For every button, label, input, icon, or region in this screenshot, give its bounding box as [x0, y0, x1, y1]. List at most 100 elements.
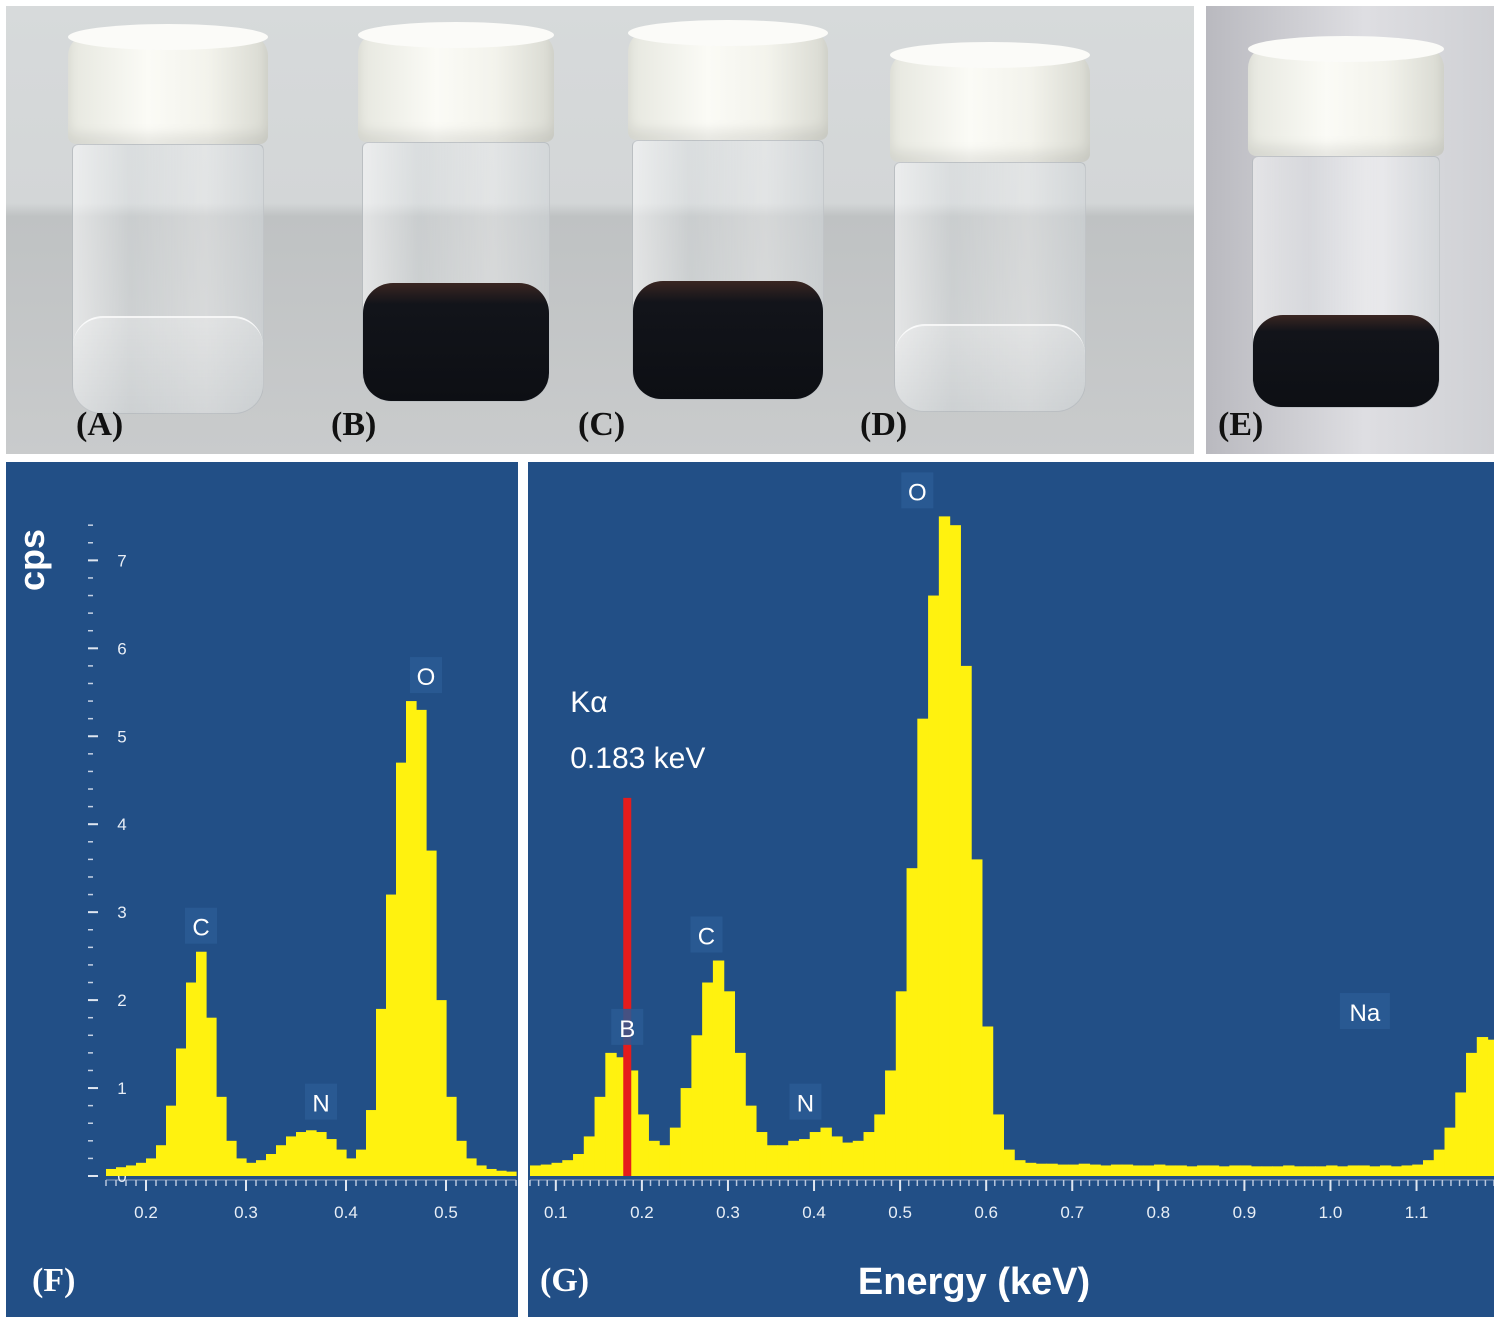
spectrum-bar: [1229, 1165, 1241, 1176]
x-tick-label: 0.8: [1147, 1203, 1171, 1222]
spectrum-bar: [1326, 1165, 1338, 1176]
spectrum-bar: [981, 1026, 994, 1176]
spectrum-bar: [316, 1132, 327, 1176]
spectrum-bar: [406, 701, 417, 1176]
spectrum-bar: [1466, 1052, 1478, 1176]
spectrum-bar: [863, 1132, 875, 1176]
spectrum-bar: [1369, 1166, 1381, 1176]
peak-label-na: Na: [1350, 1000, 1381, 1027]
spectrum-bar: [1121, 1164, 1134, 1176]
spectrum-bar: [176, 1048, 187, 1176]
vial-glass: [894, 162, 1086, 412]
vial-glass: [1252, 156, 1440, 408]
spectrum-bar: [1433, 1149, 1446, 1176]
spectrum-bar: [1154, 1164, 1166, 1176]
panel-label-f: (F): [32, 1262, 76, 1299]
spectrum-bar: [659, 1145, 671, 1176]
vial-cap: [358, 22, 554, 142]
spectrum-bar: [286, 1136, 297, 1176]
spectrum-bar: [1455, 1092, 1467, 1176]
spectrum-bar: [216, 1096, 227, 1176]
spectrum-bar: [1078, 1163, 1091, 1176]
spectrum-bar: [745, 1105, 757, 1176]
spectrum-bar: [1046, 1163, 1058, 1176]
spectrum-bar: [917, 718, 929, 1176]
spectrum-bar: [1014, 1160, 1026, 1176]
vial-liquid-clear: [73, 316, 263, 413]
x-axis-label: Energy (keV): [858, 1261, 1090, 1303]
spectrum-bar: [573, 1154, 585, 1176]
panel-label-b: (B): [331, 406, 377, 443]
spectrum-bar: [166, 1105, 177, 1176]
peak-label-box: [611, 1008, 644, 1045]
spectrum-bar: [1003, 1149, 1015, 1176]
peak-label-box: [185, 907, 217, 944]
x-tick-label: 0.5: [434, 1203, 458, 1222]
spectrum-bar: [1336, 1166, 1349, 1176]
spectrum-bar: [1132, 1165, 1144, 1176]
x-tick-label: 1.1: [1405, 1203, 1429, 1222]
peak-label-b: B: [619, 1016, 635, 1043]
vial-liquid-clear: [895, 324, 1085, 411]
spectrum-bar: [196, 951, 207, 1176]
spectrum-bar: [798, 1139, 811, 1176]
panel-label-c: (C): [578, 406, 626, 443]
y-axis-label: cps: [11, 529, 52, 591]
spectrum-bar: [1218, 1166, 1230, 1176]
spectrum-bar: [506, 1171, 517, 1176]
x-tick-label: 0.1: [544, 1203, 568, 1222]
spectrum-bar: [1207, 1165, 1220, 1176]
spectrum-bar: [626, 1070, 639, 1176]
spectrum-bar: [1379, 1165, 1392, 1176]
spectrum-bar: [777, 1145, 789, 1176]
spectrum-bar: [530, 1165, 542, 1176]
spectrum-bar: [1035, 1163, 1048, 1176]
spectrum-bar: [136, 1162, 147, 1176]
vial-cap: [68, 24, 268, 144]
spectrum-bar: [992, 1114, 1004, 1176]
spectrum-bar: [842, 1142, 854, 1176]
vial-b: [358, 22, 554, 402]
spectrum-bar: [396, 762, 407, 1176]
spectrum-bar: [1272, 1166, 1284, 1176]
spectrum-bar: [486, 1168, 497, 1176]
x-tick-label: 0.3: [716, 1203, 740, 1222]
spectrum-bar: [256, 1160, 267, 1176]
x-tick-label: 0.4: [334, 1203, 358, 1222]
spectrum-bar: [831, 1136, 843, 1176]
vial-cap: [1248, 36, 1444, 156]
spectrum-chart-g: 0.1 0.2 0.3 0.4 0.5 0.6 0.7 0.8 0.9 1.0 1.1 Kα 0.183…: [529, 472, 1494, 1303]
x-tick-label: 0.2: [630, 1203, 654, 1222]
peak-label-box: [690, 916, 723, 953]
spectrum-chart-f: 0.2 0.3 0.4 0.5 0 1 2 3 4 5 6 7 cps C N O: [11, 524, 517, 1222]
vial-liquid-dark: [1253, 315, 1439, 407]
spectrum-bar: [605, 1052, 617, 1176]
spectrum-bar: [723, 991, 736, 1176]
peak-label-n: N: [312, 1091, 329, 1118]
vial-liquid-dark: [363, 283, 549, 401]
peak-label-box: [410, 657, 442, 694]
k-alpha-label: Kα: [570, 686, 607, 719]
spectrum-bar: [766, 1145, 779, 1176]
spectrum-bar: [885, 1070, 897, 1176]
spectrum-bar: [1057, 1164, 1069, 1176]
spectrum-bar: [296, 1132, 307, 1176]
peak-label-c: C: [192, 915, 209, 942]
y-tick-label: 1: [117, 1079, 126, 1098]
spectrum-bar: [1476, 1037, 1489, 1176]
vial-photo-e: (E): [1206, 6, 1494, 454]
x-tick-label: 0.4: [802, 1203, 826, 1222]
peak-label-n: N: [797, 1091, 814, 1118]
spectrum-bar: [648, 1140, 660, 1176]
spectrum-bar: [1304, 1166, 1317, 1176]
spectrum-bar: [1143, 1165, 1155, 1176]
spectrum-bar: [852, 1140, 865, 1176]
spectrum-bar: [116, 1167, 127, 1176]
spectrum-bar: [226, 1140, 237, 1176]
spectrum-bar: [276, 1145, 287, 1176]
spectrum-bar: [971, 859, 983, 1176]
vial-a: [68, 24, 268, 414]
spectrum-bar: [306, 1130, 317, 1176]
spectrum-bar: [949, 525, 961, 1176]
spectrum-bar: [156, 1145, 167, 1176]
